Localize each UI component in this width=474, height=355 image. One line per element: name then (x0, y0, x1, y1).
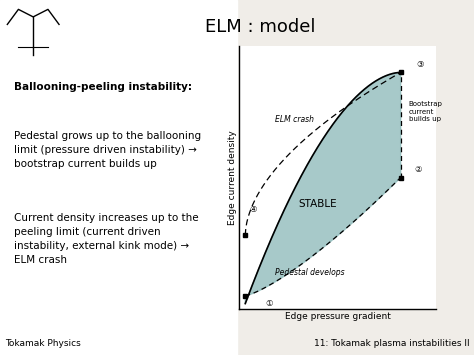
Text: ②: ② (415, 165, 422, 174)
Polygon shape (245, 72, 401, 304)
Bar (0, 0, 237, 355)
Text: ELM : model: ELM : model (205, 18, 316, 36)
Text: Pedestal develops: Pedestal develops (275, 268, 345, 277)
Text: ④: ④ (249, 204, 257, 213)
Text: Bootstrap
current
builds up: Bootstrap current builds up (409, 101, 442, 122)
Text: Ballooning-peeling instability:: Ballooning-peeling instability: (14, 82, 192, 92)
Text: Tokamak Physics: Tokamak Physics (5, 339, 81, 348)
Text: Current density increases up to the
peeling limit (current driven
instability, e: Current density increases up to the peel… (14, 213, 199, 265)
X-axis label: Edge pressure gradient: Edge pressure gradient (285, 312, 391, 321)
Y-axis label: Edge current density: Edge current density (228, 130, 237, 225)
Text: ③: ③ (417, 60, 424, 69)
Text: Pedestal grows up to the ballooning
limit (pressure driven instability) →
bootst: Pedestal grows up to the ballooning limi… (14, 131, 201, 169)
Text: 11: Tokamak plasma instabilities II: 11: Tokamak plasma instabilities II (314, 339, 469, 348)
Text: STABLE: STABLE (299, 199, 337, 209)
Text: ELM crash: ELM crash (275, 115, 314, 124)
Text: ①: ① (265, 299, 273, 308)
